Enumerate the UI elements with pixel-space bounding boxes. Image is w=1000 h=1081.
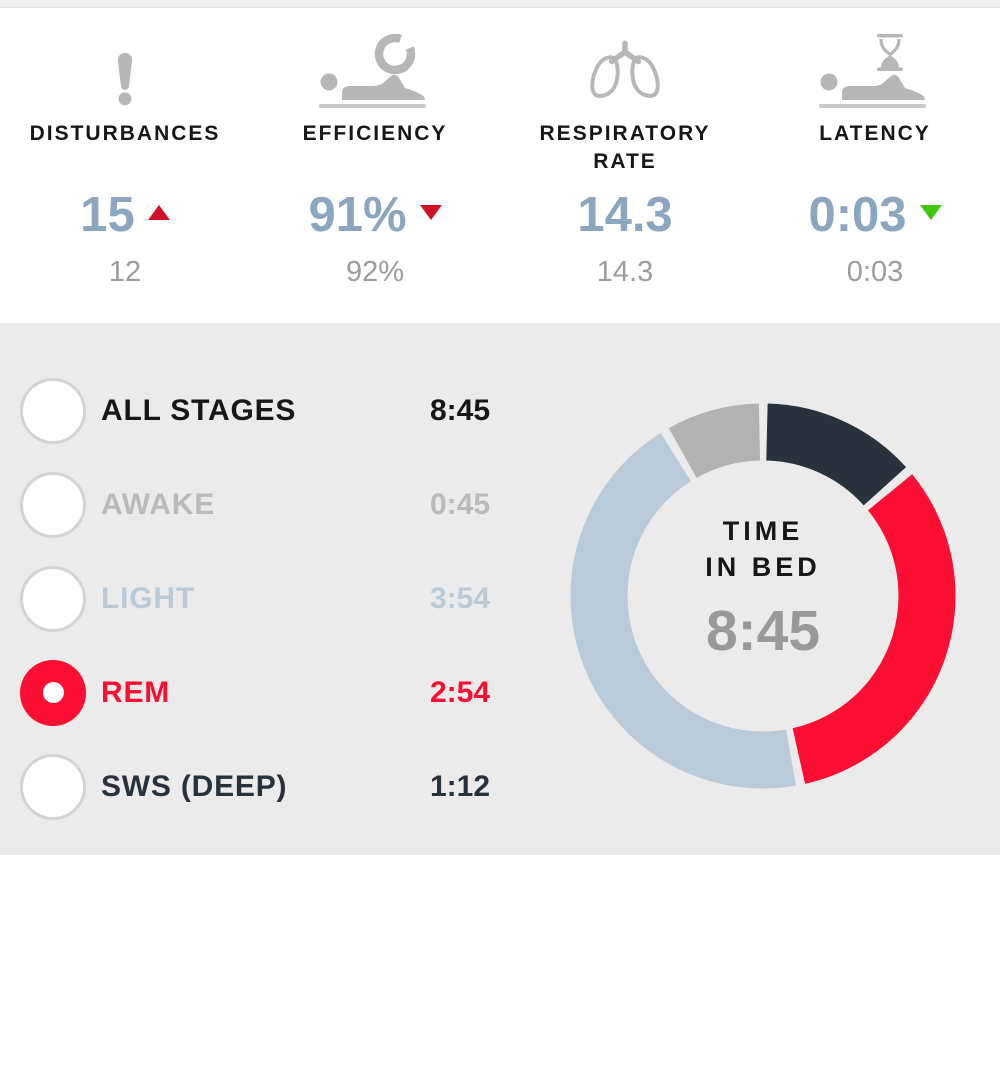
stage-label: AWAKE: [101, 487, 216, 521]
stage-row[interactable]: REM 2:54: [20, 659, 490, 726]
stage-radio[interactable]: [20, 753, 86, 820]
stage-row[interactable]: LIGHT 3:54: [20, 565, 490, 632]
metric-column: LATENCY 0:03 0:03: [750, 8, 1000, 323]
metric-value: 91%: [308, 188, 407, 242]
stage-value: 0:45: [429, 487, 490, 521]
bottom-nav-bar: [0, 855, 1000, 1081]
stage-radio[interactable]: [20, 565, 86, 632]
sleep-efficiency-icon: [317, 22, 433, 108]
metric-column: RESPIRATORY RATE 14.3 14.3: [500, 8, 750, 323]
metric-previous-value: 0:03: [846, 256, 904, 288]
stage-label: LIGHT: [101, 581, 195, 615]
stage-row[interactable]: AWAKE 0:45: [20, 471, 490, 538]
metric-label: LATENCY: [819, 122, 931, 145]
stage-value: 8:45: [429, 393, 490, 427]
stage-list: ALL STAGES 8:45 AWAKE 0:45 LIGHT 3:54 RE…: [20, 377, 490, 847]
metric-value-row: 14.3: [577, 188, 673, 246]
trend-icon: [919, 205, 942, 220]
metric-value-row: 0:03: [808, 188, 942, 246]
sleep-latency-icon: [817, 22, 933, 108]
metric-label: EFFICIENCY: [302, 122, 448, 145]
metric-value: 0:03: [808, 188, 907, 242]
metrics-row: DISTURBANCES 15 12 EFFICIENCY 91%: [0, 8, 1000, 323]
stage-row[interactable]: SWS (DEEP) 1:12: [20, 753, 490, 820]
time-in-bed-donut-chart: [570, 403, 956, 789]
sleep-stages-section: ALL STAGES 8:45 AWAKE 0:45 LIGHT 3:54 RE…: [0, 323, 1000, 863]
stage-label: SWS (DEEP): [101, 769, 288, 803]
stage-value: 2:54: [429, 675, 490, 709]
metric-value: 14.3: [577, 188, 673, 242]
metric-previous-value: 12: [108, 256, 142, 288]
top-strip: [0, 0, 1000, 8]
stage-label: ALL STAGES: [101, 393, 297, 427]
metric-column: DISTURBANCES 15 12: [0, 8, 250, 323]
radio-dot-icon: [42, 682, 64, 703]
trend-icon: [147, 205, 170, 220]
metric-value-row: 15: [80, 188, 170, 246]
stage-label: REM: [101, 675, 171, 709]
metric-label: RESPIRATORY RATE: [539, 122, 711, 174]
stage-radio[interactable]: [20, 377, 86, 444]
metric-column: EFFICIENCY 91% 92%: [250, 8, 500, 323]
metric-value: 15: [80, 188, 135, 242]
metric-previous-value: 14.3: [596, 256, 654, 288]
stage-value: 3:54: [429, 581, 490, 615]
stage-radio[interactable]: [20, 471, 86, 538]
lungs-icon: [587, 22, 663, 108]
stage-radio[interactable]: [20, 659, 86, 726]
metric-value-row: 91%: [308, 188, 442, 246]
metric-previous-value: 92%: [345, 256, 405, 288]
exclamation-icon: [107, 22, 143, 108]
metric-label: DISTURBANCES: [29, 122, 221, 145]
trend-icon: [419, 205, 442, 220]
stage-row[interactable]: ALL STAGES 8:45: [20, 377, 490, 444]
stage-value: 1:12: [429, 769, 490, 803]
